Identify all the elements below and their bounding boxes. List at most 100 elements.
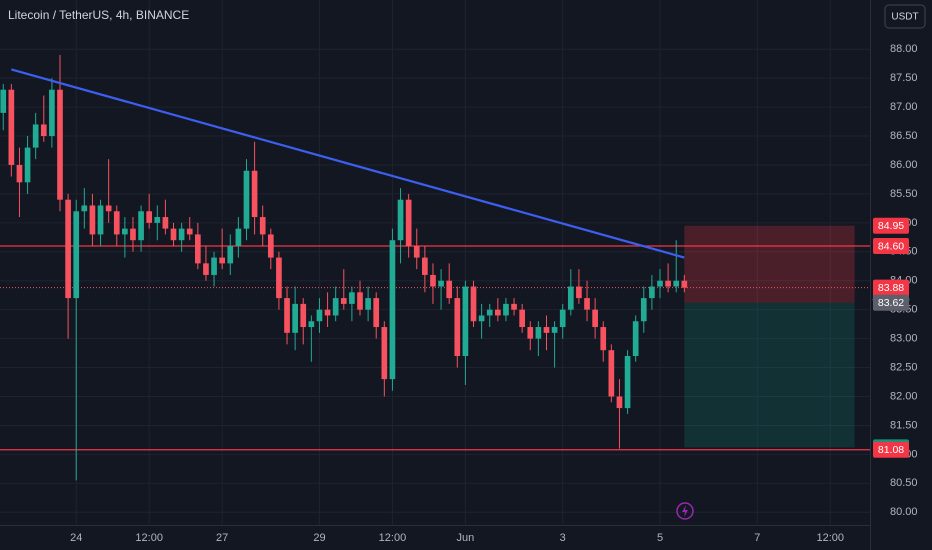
candle-body	[543, 327, 550, 333]
candle-body	[673, 280, 680, 287]
candle-body	[235, 228, 242, 247]
candle-body	[81, 205, 88, 212]
candle-body	[357, 292, 363, 310]
chart-title: Litecoin / TetherUS, 4h, BINANCE	[8, 8, 189, 22]
candle-body	[365, 298, 371, 310]
candle-body	[49, 89, 55, 137]
trendline	[11, 68, 685, 259]
candle-body	[211, 257, 217, 275]
candle-body	[105, 205, 112, 212]
y-tick-label: 86.50	[890, 130, 918, 142]
price-tag-label: 81.08	[878, 444, 904, 456]
candle-body	[186, 228, 193, 235]
price-tag	[873, 441, 909, 458]
candle-body	[146, 211, 153, 223]
y-tick-label: 87.00	[890, 101, 918, 113]
y-tick-label: 85.50	[890, 188, 918, 200]
x-tick-label: 29	[313, 532, 325, 544]
candle-body	[519, 309, 525, 328]
currency-button[interactable]	[884, 4, 926, 29]
candle-body	[170, 228, 177, 241]
candle-body	[24, 147, 31, 183]
candle-body	[584, 298, 590, 310]
candle-body	[681, 280, 688, 288]
candle-body	[592, 309, 598, 328]
candle-body	[89, 205, 96, 235]
y-tick-label: 88.00	[890, 43, 918, 55]
candle-body	[154, 217, 161, 223]
y-tick-label: 82.00	[890, 390, 918, 402]
candle-body	[381, 327, 388, 380]
price-tag	[873, 238, 909, 255]
candle-body	[324, 309, 331, 316]
candle-body	[300, 303, 307, 328]
candle-body	[203, 263, 209, 275]
candle-body	[16, 164, 23, 183]
candle-layer	[0, 54, 688, 481]
candle-body	[8, 89, 15, 165]
candle-body	[130, 228, 136, 241]
candle-body	[454, 298, 461, 356]
candle-body	[73, 211, 80, 299]
candle-body	[511, 303, 517, 310]
candle-body	[373, 298, 380, 328]
candle-body	[608, 350, 615, 397]
candle-body	[527, 327, 534, 339]
lightning-icon[interactable]	[676, 502, 694, 520]
zone-layer	[684, 225, 855, 448]
candle-body	[665, 280, 671, 287]
currency-label[interactable]: USDT	[891, 12, 918, 23]
y-tick-label: 80.50	[890, 477, 918, 489]
candle-body	[259, 217, 266, 235]
x-tick-label: 24	[70, 532, 82, 544]
candle-body	[195, 234, 201, 264]
candle-body	[405, 199, 412, 247]
candle-body	[57, 89, 63, 200]
candle-body	[219, 257, 225, 264]
candle-body	[649, 286, 655, 299]
candle-body	[40, 124, 47, 137]
candle-body	[600, 327, 607, 351]
candle-body	[551, 327, 558, 333]
candle-body	[292, 303, 298, 333]
price-tag-label: 83.88	[878, 282, 904, 294]
drawing-layer	[11, 68, 685, 259]
candle-body	[97, 205, 104, 235]
candle-body	[657, 280, 663, 287]
candle-body	[422, 257, 428, 275]
candle-body	[470, 286, 477, 322]
candle-body	[162, 217, 169, 229]
stop-zone	[684, 225, 855, 303]
x-tick-label: 7	[754, 532, 760, 544]
x-tick-label: 12:00	[379, 532, 407, 544]
candle-body	[122, 228, 128, 235]
candle-body	[495, 309, 501, 316]
candle-body	[349, 292, 355, 304]
candle-body	[389, 240, 396, 380]
candle-body	[316, 309, 323, 322]
candle-body	[178, 228, 185, 241]
candle-body	[251, 170, 258, 218]
candle-body	[486, 309, 493, 316]
y-tick-label: 82.50	[890, 361, 918, 373]
candle-body	[535, 327, 542, 339]
y-tick-label: 86.00	[890, 159, 918, 171]
candle-body	[276, 257, 282, 299]
candle-body	[65, 199, 71, 299]
x-tick-label: 12:00	[135, 532, 163, 544]
price-tag	[873, 217, 909, 234]
price-tag-label: 84.60	[878, 240, 904, 252]
candle-body	[576, 286, 582, 299]
price-tag-label: 83.62	[878, 297, 904, 309]
candle-body	[640, 298, 647, 322]
candle-body	[227, 246, 234, 264]
candle-body	[113, 211, 120, 235]
candle-body	[308, 321, 315, 328]
candle-body	[446, 280, 453, 299]
x-tick-label: 12:00	[817, 532, 845, 544]
price-tag	[873, 294, 909, 311]
